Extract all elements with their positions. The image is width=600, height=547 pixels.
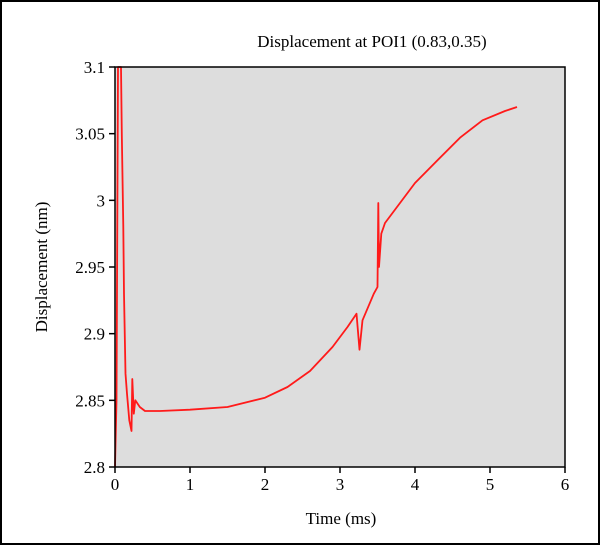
- y-tick-label: 3.1: [84, 58, 105, 77]
- chart-title: Displacement at POI1 (0.83,0.35): [257, 32, 486, 51]
- x-tick-label: 5: [486, 475, 495, 494]
- x-tick-label: 4: [411, 475, 420, 494]
- series-layer: [114, 66, 518, 468]
- x-tick-label: 2: [261, 475, 270, 494]
- series-line-displacement: [114, 66, 518, 468]
- y-tick-label: 2.95: [75, 258, 105, 277]
- x-tick-label: 1: [186, 475, 195, 494]
- y-tick-label: 2.8: [84, 458, 105, 477]
- x-tick-label: 0: [111, 475, 120, 494]
- y-tick-label: 2.9: [84, 325, 105, 344]
- x-tick-label: 6: [561, 475, 570, 494]
- y-tick-label: 3: [97, 191, 106, 210]
- y-tick-label: 3.05: [75, 125, 105, 144]
- axes: 0 1 2 3 4 5 6 2.8 2.85 2.9 2.95 3 3.05 3.1: [75, 58, 569, 494]
- y-axis-label: Displacement (nm): [32, 202, 51, 333]
- x-axis-label: Time (ms): [306, 509, 377, 528]
- y-tick-label: 2.85: [75, 391, 105, 410]
- x-tick-label: 3: [336, 475, 345, 494]
- plot-area: [115, 67, 565, 467]
